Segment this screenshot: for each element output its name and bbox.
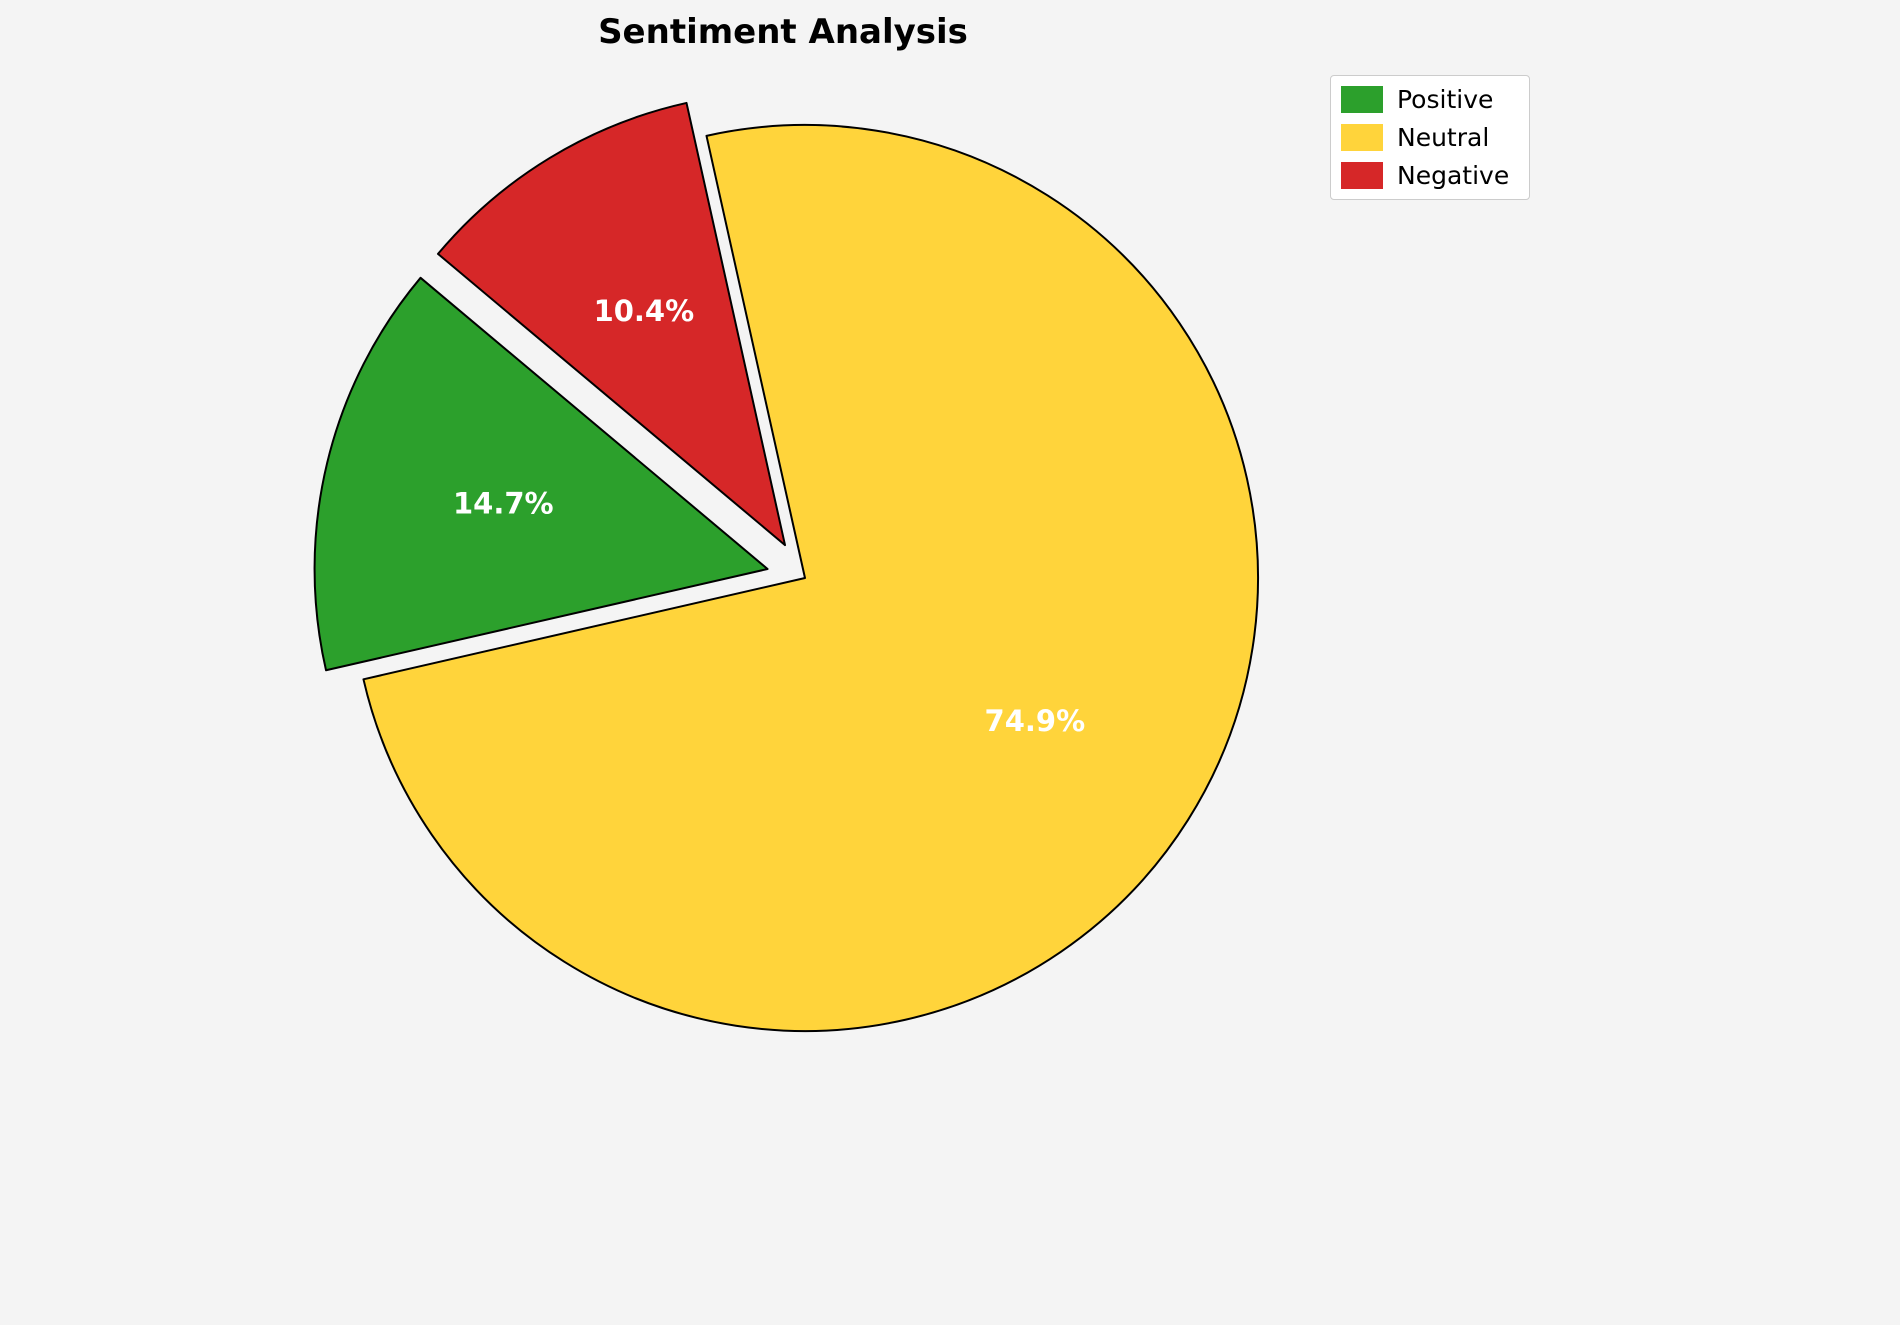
pie-slice-neutral <box>362 124 1260 1032</box>
legend-label-positive: Positive <box>1397 85 1494 114</box>
legend-swatch-neutral-icon <box>1341 124 1383 151</box>
pie-percent-label-neutral: 74.9% <box>985 704 1086 738</box>
legend-item-positive: Positive <box>1341 86 1515 113</box>
legend-swatch-positive-icon <box>1341 86 1383 113</box>
legend-label-negative: Negative <box>1397 161 1510 190</box>
pie-slice-negative <box>436 101 787 547</box>
pie-slice-positive <box>313 276 769 672</box>
pie-percent-label-negative: 10.4% <box>594 294 695 328</box>
pie-percent-label-positive: 14.7% <box>453 486 554 520</box>
legend: Positive Neutral Negative <box>1330 75 1530 200</box>
legend-item-negative: Negative <box>1341 162 1515 189</box>
legend-swatch-negative-icon <box>1341 162 1383 189</box>
legend-label-neutral: Neutral <box>1397 123 1490 152</box>
chart-title: Sentiment Analysis <box>598 12 968 52</box>
legend-item-neutral: Neutral <box>1341 124 1515 151</box>
